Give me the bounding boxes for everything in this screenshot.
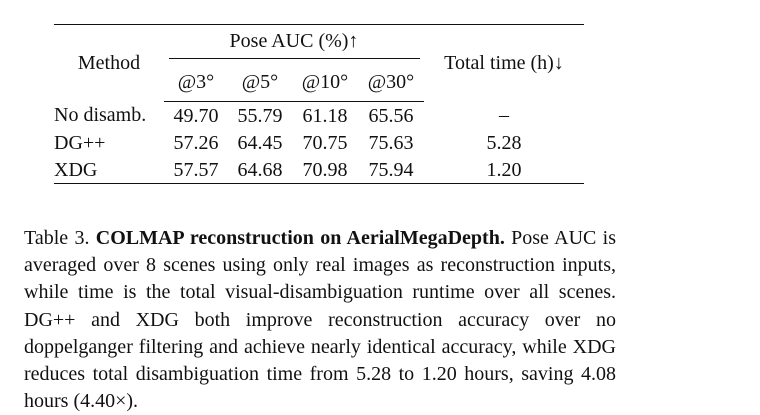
caption-title: COLMAP reconstruction on AerialMegaDepth… bbox=[95, 227, 505, 249]
table-row: DG++ 57.26 64.45 70.75 75.63 5.28 bbox=[54, 129, 584, 156]
cell-auc-5: 64.45 bbox=[237, 131, 283, 154]
results-table-container: Method Pose AUC (%)↑ Total time (h)↓ @3°… bbox=[54, 24, 584, 184]
header-auc-30: @30° bbox=[357, 63, 424, 102]
caption-label: Table 3. bbox=[24, 227, 90, 249]
header-auc-10: @10° bbox=[291, 63, 358, 102]
cell-auc-5: 55.79 bbox=[237, 104, 283, 127]
table-row: XDG 57.57 64.68 70.98 75.94 1.20 bbox=[54, 156, 584, 184]
header-pose-auc-label: Pose AUC (%)↑ bbox=[168, 30, 420, 59]
header-auc-3: @3° bbox=[164, 63, 228, 102]
results-table: Method Pose AUC (%)↑ Total time (h)↓ @3°… bbox=[54, 24, 584, 184]
header-row-sub: @3° @5° @10° @30° bbox=[54, 63, 584, 102]
cell-total-time: – bbox=[499, 104, 509, 127]
cell-total-time: 5.28 bbox=[486, 131, 522, 154]
cell-auc-10: 61.18 bbox=[302, 104, 348, 127]
cell-auc-30: 65.56 bbox=[368, 104, 414, 127]
cell-method: XDG bbox=[54, 156, 164, 184]
caption-body: Pose AUC is averaged over 8 scenes using… bbox=[24, 227, 617, 413]
cell-total-time: 1.20 bbox=[424, 156, 584, 184]
cell-auc-30: 75.63 bbox=[368, 131, 414, 154]
cell-auc-3: 57.26 bbox=[173, 131, 219, 154]
header-method: Method bbox=[54, 24, 164, 102]
table-row: No disamb. 49.70 55.79 61.18 65.56 – bbox=[54, 102, 584, 130]
cell-auc-3: 49.70 bbox=[173, 104, 219, 127]
table-caption: Table 3. COLMAP reconstruction on Aerial… bbox=[24, 225, 616, 415]
header-auc-5: @5° bbox=[227, 63, 292, 102]
cell-method: No disamb. bbox=[54, 104, 147, 127]
table-body: No disamb. 49.70 55.79 61.18 65.56 – DG+… bbox=[54, 102, 584, 184]
cell-auc-10: 70.75 bbox=[302, 131, 348, 154]
cell-method: DG++ bbox=[54, 131, 106, 154]
cell-auc-10: 70.98 bbox=[291, 156, 358, 184]
cell-auc-3: 57.57 bbox=[164, 156, 228, 184]
cell-auc-30: 75.94 bbox=[357, 156, 424, 184]
table-header: Method Pose AUC (%)↑ Total time (h)↓ @3°… bbox=[54, 24, 584, 102]
header-row-top: Method Pose AUC (%)↑ Total time (h)↓ bbox=[54, 24, 584, 102]
header-total-time: Total time (h)↓ bbox=[424, 24, 584, 102]
header-pose-auc-group: Pose AUC (%)↑ bbox=[164, 24, 424, 63]
cell-auc-5: 64.68 bbox=[227, 156, 292, 184]
